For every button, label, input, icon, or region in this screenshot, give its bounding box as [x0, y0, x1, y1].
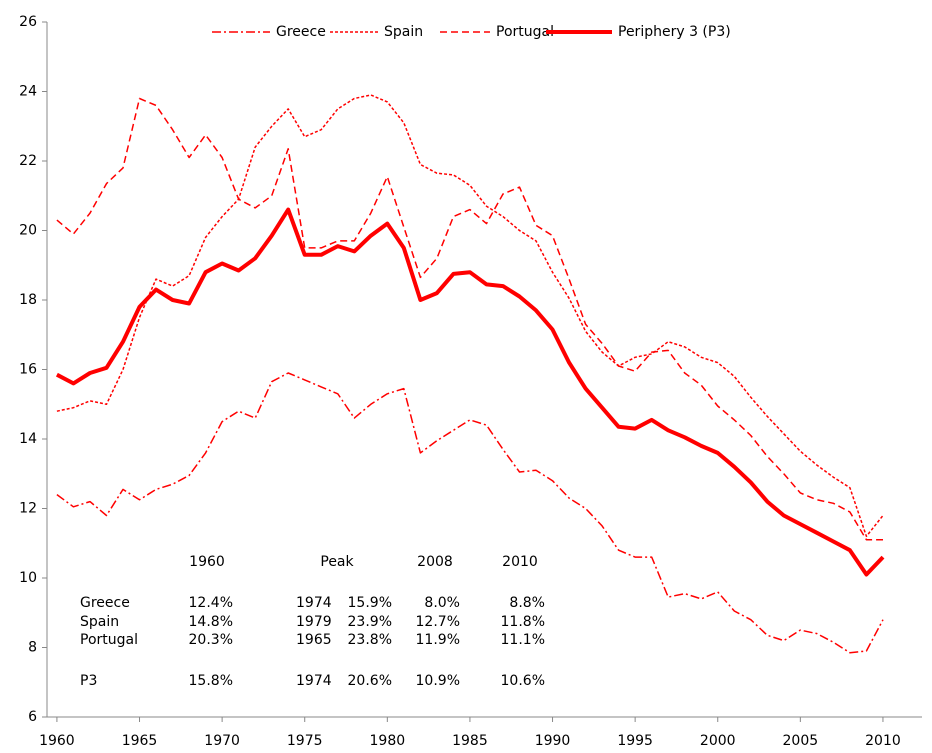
x-tick-label: 1970	[204, 733, 240, 749]
table-cell: 15.8%	[189, 673, 233, 689]
y-tick-label: 24	[19, 84, 37, 100]
table-cell: Greece	[80, 595, 130, 611]
table-cell: 23.9%	[348, 614, 392, 630]
table-header: 2010	[502, 554, 538, 570]
table-header: Peak	[320, 554, 354, 570]
legend-label: Spain	[384, 24, 423, 40]
table-cell: P3	[80, 673, 97, 689]
table-header: 2008	[417, 554, 453, 570]
table-cell: 11.9%	[416, 632, 460, 648]
series-line	[56, 372, 884, 654]
table-cell: 10.6%	[501, 673, 545, 689]
table-cell: 8.8%	[509, 595, 545, 611]
x-tick-label: 1975	[287, 733, 323, 749]
table-cell: 1965	[296, 632, 332, 648]
y-tick-label: 20	[19, 223, 37, 239]
table-cell: 8.0%	[424, 595, 460, 611]
y-tick-label: 8	[28, 640, 37, 656]
legend-label: Periphery 3 (P3)	[618, 24, 731, 40]
table-cell: 12.4%	[189, 595, 233, 611]
y-tick-label: 16	[19, 362, 37, 378]
table-cell: 11.1%	[501, 632, 545, 648]
table-cell: 10.9%	[416, 673, 460, 689]
table-cell: 20.6%	[348, 673, 392, 689]
series-line	[56, 94, 884, 538]
y-tick-label: 26	[19, 14, 37, 30]
y-tick-label: 22	[19, 153, 37, 169]
table-cell: 1974	[296, 595, 332, 611]
table-cell: 11.8%	[501, 614, 545, 630]
x-tick-label: 2005	[783, 733, 819, 749]
series-line	[56, 97, 883, 541]
table-cell: 23.8%	[348, 632, 392, 648]
x-tick-label: 1985	[452, 733, 488, 749]
x-tick-label: 1990	[535, 733, 571, 749]
table-cell: 15.9%	[348, 595, 392, 611]
table-cell: 12.7%	[416, 614, 460, 630]
table-cell: 14.8%	[189, 614, 233, 630]
y-tick-label: 12	[19, 501, 37, 517]
legend-label: Greece	[276, 24, 326, 40]
x-tick-label: 1960	[39, 733, 75, 749]
series-line	[55, 207, 885, 577]
x-tick-label: 2010	[865, 733, 901, 749]
y-tick-label: 18	[19, 292, 37, 308]
legend-label: Portugal	[496, 24, 554, 40]
x-tick-label: 1965	[122, 733, 158, 749]
table-cell: Portugal	[80, 632, 138, 648]
table-cell: 20.3%	[189, 632, 233, 648]
table-cell: 1974	[296, 673, 332, 689]
y-tick-label: 6	[28, 709, 37, 725]
table-cell: Spain	[80, 614, 119, 630]
table-cell: 1979	[296, 614, 332, 630]
y-tick-label: 10	[19, 570, 37, 586]
x-tick-label: 1980	[370, 733, 406, 749]
x-tick-label: 1995	[617, 733, 653, 749]
table-header: 1960	[189, 554, 225, 570]
y-tick-label: 14	[19, 431, 37, 447]
x-tick-label: 2000	[700, 733, 736, 749]
